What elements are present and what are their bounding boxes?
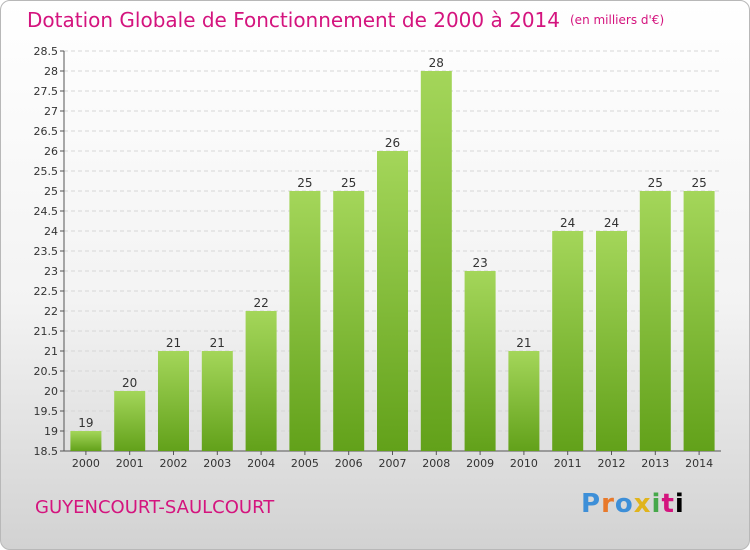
y-tick-label: 20.5: [34, 365, 59, 378]
y-tick-label: 27.5: [34, 85, 59, 98]
y-tick-label: 20: [44, 385, 58, 398]
y-tick-label: 24.5: [34, 205, 59, 218]
bar-2005: [289, 191, 321, 451]
data-label-2010: 21: [516, 336, 531, 350]
bar-2000: [70, 431, 102, 451]
bar-2001: [114, 391, 146, 451]
chart-unit: (en milliers d'€): [570, 13, 665, 27]
x-tick-label-2012: 2012: [598, 457, 626, 470]
chart-title-text: Dotation Globale de Fonctionnement de 20…: [27, 8, 560, 32]
y-tick-label: 25.5: [34, 165, 59, 178]
x-tick-label-2003: 2003: [203, 457, 231, 470]
chart-title: Dotation Globale de Fonctionnement de 20…: [27, 8, 664, 32]
bar-2010: [508, 351, 540, 451]
data-label-2003: 21: [210, 336, 225, 350]
y-tick-label: 28: [44, 65, 58, 78]
y-tick-label: 24: [44, 225, 58, 238]
y-tick-label: 27: [44, 105, 58, 118]
x-tick-label-2010: 2010: [510, 457, 538, 470]
bar-2012: [596, 231, 627, 451]
axes: 18.5 19 19.5 20 20.5 21 21.5 22 22.5 23 23.5 24 24.5…: [34, 45, 721, 470]
bar-2003: [201, 351, 233, 451]
bar-2006: [333, 191, 365, 451]
data-label-2013: 25: [648, 176, 663, 190]
x-tick-label-2002: 2002: [160, 457, 188, 470]
data-label-2005: 25: [297, 176, 312, 190]
y-tick-label: 19: [44, 425, 58, 438]
labels: 19 20 21 21 22 25 25 26 28 23 21 24 24 25 25: [78, 56, 706, 430]
x-tick-label-2008: 2008: [422, 457, 450, 470]
y-tick-label: 26: [44, 145, 58, 158]
data-label-2001: 20: [122, 376, 137, 390]
data-label-2008: 28: [429, 56, 444, 70]
x-tick-label-2004: 2004: [247, 457, 275, 470]
data-label-2004: 22: [253, 296, 268, 310]
bar-2008: [420, 71, 452, 451]
proxiti-logo: Proxiti: [581, 489, 685, 519]
bar-2013: [639, 191, 671, 451]
y-tick-label: 21: [44, 345, 58, 358]
bar-2009: [464, 271, 496, 451]
y-tick-label: 28.5: [34, 45, 59, 58]
y-tick-label: 21.5: [34, 325, 59, 338]
data-label-2009: 23: [472, 256, 487, 270]
x-tick-label-2007: 2007: [379, 457, 407, 470]
data-label-2014: 25: [691, 176, 706, 190]
bars: [70, 71, 715, 451]
y-tick-label: 25: [44, 185, 58, 198]
data-label-2011: 24: [560, 216, 575, 230]
data-label-2000: 19: [78, 416, 93, 430]
bar-2004: [245, 311, 277, 451]
x-tick-label-2005: 2005: [291, 457, 319, 470]
x-tick-label-2013: 2013: [641, 457, 669, 470]
y-tick-label: 18.5: [34, 445, 59, 458]
x-tick-label-2011: 2011: [554, 457, 582, 470]
x-tick-label-2006: 2006: [335, 457, 363, 470]
data-label-2002: 21: [166, 336, 181, 350]
y-tick-label: 22: [44, 305, 58, 318]
city-name: GUYENCOURT-SAULCOURT: [35, 497, 275, 518]
bar-2014: [683, 191, 715, 451]
data-label-2006: 25: [341, 176, 356, 190]
x-tick-label-2009: 2009: [466, 457, 494, 470]
data-label-2007: 26: [385, 136, 400, 150]
bar-2002: [158, 351, 189, 451]
y-tick-label: 26.5: [34, 125, 59, 138]
bar-2011: [552, 231, 584, 451]
y-tick-label: 22.5: [34, 285, 59, 298]
y-tick-label: 19.5: [34, 405, 59, 418]
x-tick-label-2000: 2000: [72, 457, 100, 470]
bar-2007: [377, 151, 408, 451]
x-tick-label-2014: 2014: [685, 457, 713, 470]
y-tick-label: 23: [44, 265, 58, 278]
data-label-2012: 24: [604, 216, 619, 230]
x-tick-label-2001: 2001: [116, 457, 144, 470]
y-tick-label: 23.5: [34, 245, 59, 258]
